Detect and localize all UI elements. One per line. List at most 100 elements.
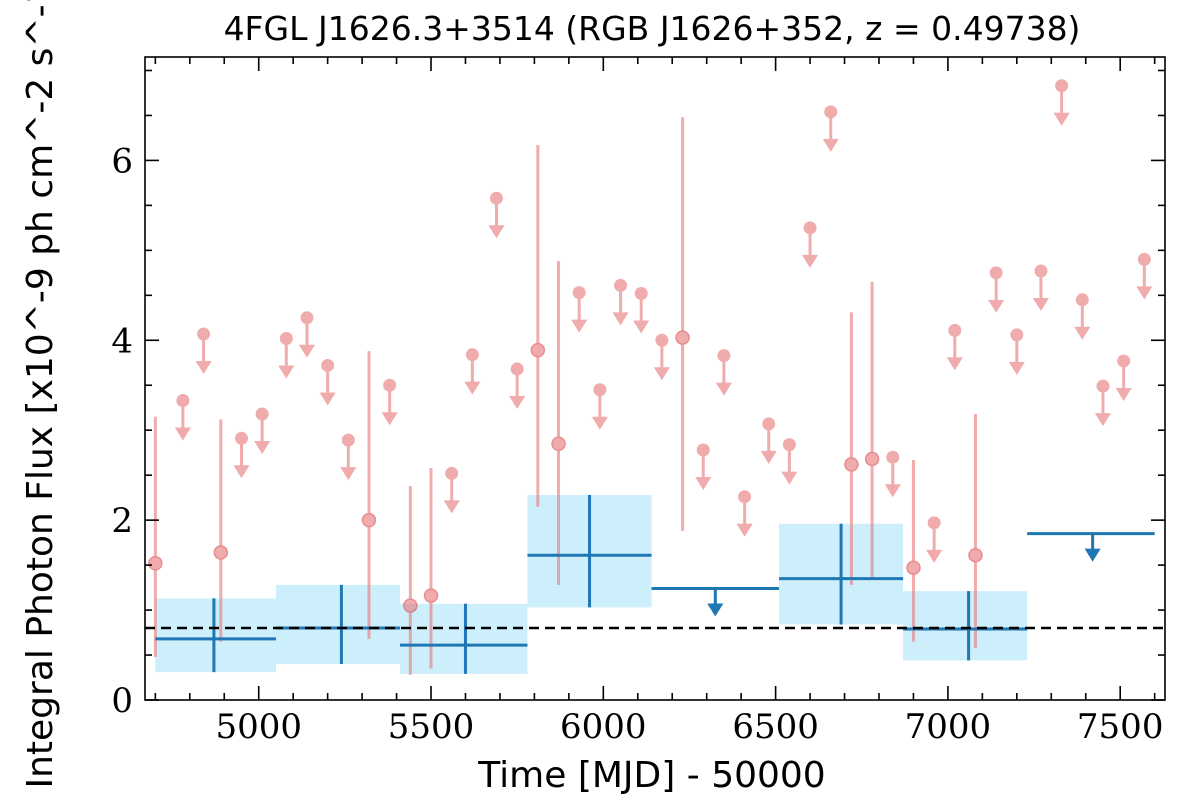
short-upper-limit-arrow-5-head [298, 344, 316, 358]
short-upper-limit-arrow-1-head [195, 360, 212, 374]
y-axis-label: Integral Photon Flux [x10^-9 ph cm^-2 s^… [20, 0, 61, 789]
plot-area: 5000 5500 6000 6500 7000 7500 0 2 4 6 [111, 56, 1166, 747]
short-upper-limit-18 [695, 443, 712, 490]
short-upper-limit-19 [715, 349, 732, 396]
short-upper-limit-arrow-15-head [612, 312, 629, 326]
short-point-marker-8 [844, 457, 859, 472]
y-tick-label-4: 4 [111, 321, 133, 361]
short-upper-limit-23 [802, 221, 819, 268]
short-upper-limit-21 [760, 417, 777, 464]
short-upper-limit-arrow-9-head [443, 500, 460, 514]
short-upper-limit-arrow-8-head [381, 412, 398, 426]
short-upper-limit-arrow-27-head [946, 357, 963, 371]
short-upper-limit-12 [509, 362, 526, 410]
short-upper-limit-arrow-24-head [822, 138, 839, 152]
short-upper-limit-arrow-29-head [1008, 361, 1025, 375]
short-upper-limit-5 [298, 311, 316, 358]
long-bin-band-5 [903, 591, 1028, 661]
short-upper-limit-8 [381, 378, 398, 426]
short-upper-limit-7 [340, 433, 357, 481]
short-upper-limit-11 [488, 191, 505, 239]
short-upper-limit-arrow-19-head [715, 382, 732, 396]
x-tick-label-7000: 7000 [905, 707, 992, 747]
short-upper-limit-6 [319, 358, 336, 406]
short-point-marker-2 [361, 512, 377, 528]
short-upper-limit-arrow-34-head [1115, 387, 1132, 401]
short-upper-limit-0 [174, 394, 191, 441]
short-point-marker-0 [148, 556, 163, 571]
short-upper-limit-4 [278, 331, 295, 379]
short-upper-limit-arrow-21-head [760, 450, 777, 464]
short-upper-limit-arrow-30-head [1032, 298, 1050, 312]
short-upper-limit-arrow-28-head [988, 299, 1005, 313]
short-upper-limit-20 [736, 490, 753, 537]
short-upper-limit-arrow-26-head [926, 549, 943, 563]
short-upper-limit-arrow-0-head [174, 427, 191, 441]
short-upper-limit-arrow-7-head [340, 467, 357, 481]
y-tick-label-6: 6 [111, 141, 133, 181]
short-upper-limit-22 [781, 438, 798, 485]
short-upper-limit-2 [233, 431, 250, 479]
short-upper-limit-9 [443, 466, 460, 514]
long-bin-band-0 [155, 598, 276, 673]
short-upper-limit-1 [195, 327, 212, 374]
short-upper-limit-25 [884, 450, 901, 498]
short-upper-limit-24 [822, 105, 839, 152]
long-upper-limit-1 [1027, 532, 1155, 562]
short-upper-limit-arrow-16-head [633, 320, 650, 334]
x-tick-label-6000: 6000 [560, 707, 647, 747]
x-tick-label-7500: 7500 [1077, 707, 1164, 747]
short-upper-limit-33 [1094, 379, 1112, 427]
short-upper-limit-arrow-18-head [695, 476, 712, 490]
short-upper-limit-arrow-4-head [278, 365, 295, 379]
short-point-marker-10 [906, 560, 921, 576]
short-upper-limit-arrow-32-head [1074, 326, 1091, 340]
short-upper-limit-3 [254, 407, 271, 455]
short-upper-limit-arrow-6-head [319, 392, 336, 406]
plot-frame [144, 56, 1166, 701]
short-upper-limit-14 [591, 383, 608, 430]
short-upper-limit-arrow-14-head [591, 416, 608, 430]
short-point-marker-3 [403, 598, 418, 613]
short-upper-limit-30 [1032, 264, 1050, 312]
short-upper-limit-29 [1008, 328, 1025, 375]
short-point-marker-1 [213, 545, 229, 560]
short-upper-limit-13 [571, 286, 588, 333]
short-upper-limit-16 [633, 287, 650, 334]
short-point-marker-9 [864, 451, 880, 467]
long-upper-limit-arrow-1-head [1084, 548, 1101, 562]
long-bin-band-1 [275, 584, 400, 665]
short-upper-limit-arrow-12-head [509, 396, 526, 410]
short-upper-limit-34 [1115, 354, 1132, 401]
short-upper-limit-17 [653, 333, 670, 381]
long-bin-band-2 [400, 603, 528, 674]
short-upper-limit-28 [988, 266, 1005, 313]
short-upper-limit-10 [464, 348, 481, 395]
axis-ticks [145, 57, 1165, 701]
short-upper-limit-26 [926, 516, 943, 563]
short-upper-limit-arrow-31-head [1053, 112, 1070, 126]
x-tick-label-5500: 5500 [388, 707, 475, 747]
short-upper-limit-15 [612, 278, 629, 326]
short-upper-limit-32 [1074, 293, 1091, 340]
short-upper-limit-arrow-10-head [464, 381, 481, 395]
short-upper-limit-35 [1136, 252, 1153, 300]
short-upper-limit-arrow-35-head [1136, 286, 1153, 300]
short-bin-series [148, 79, 1153, 675]
x-tick-label-6500: 6500 [732, 707, 819, 747]
short-point-marker-5 [530, 342, 546, 358]
short-point-marker-4 [423, 588, 439, 603]
short-upper-limit-arrow-2-head [233, 465, 250, 479]
short-upper-limit-arrow-22-head [781, 471, 798, 485]
short-upper-limit-arrow-20-head [736, 523, 753, 537]
long-upper-limit-arrow-0-head [707, 603, 724, 617]
short-upper-limit-arrow-25-head [884, 484, 901, 498]
short-upper-limit-arrow-11-head [488, 225, 505, 239]
long-upper-limit-0 [651, 586, 780, 617]
chart-title: 4FGL J1626.3+3514 (RGB J1626+352, z = 0.… [224, 9, 1081, 48]
short-upper-limit-arrow-17-head [653, 367, 670, 381]
short-point-marker-6 [551, 436, 566, 451]
short-point-marker-11 [968, 547, 983, 563]
short-upper-limit-arrow-33-head [1094, 413, 1112, 427]
